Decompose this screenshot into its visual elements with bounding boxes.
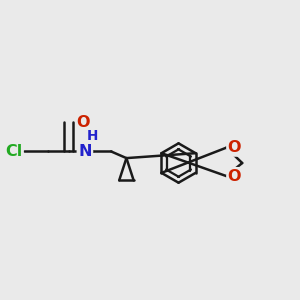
Text: O: O: [228, 169, 241, 184]
Text: O: O: [76, 115, 90, 130]
Text: O: O: [228, 140, 241, 155]
Text: H: H: [87, 129, 98, 143]
Text: Cl: Cl: [5, 144, 22, 159]
Text: N: N: [78, 144, 92, 159]
